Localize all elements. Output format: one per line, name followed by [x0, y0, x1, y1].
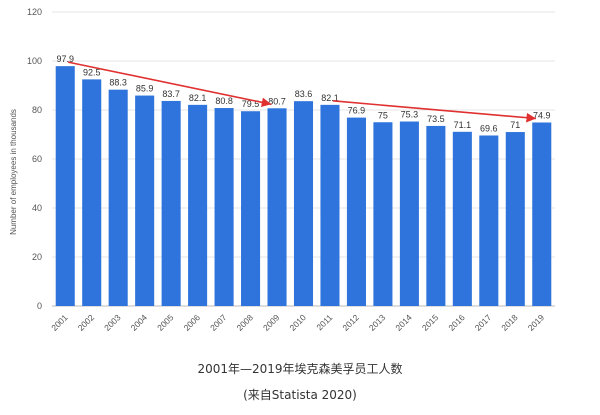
bar-2018	[505, 132, 525, 306]
y-axis-label: Number of employees in thousands	[9, 109, 18, 235]
bar-2017	[479, 135, 499, 306]
x-tick-label: 2016	[446, 312, 467, 333]
x-tick-label: 2009	[261, 312, 282, 333]
bar-value-label: 82.1	[189, 93, 207, 103]
x-tick-label: 2005	[155, 312, 176, 333]
bar-2012	[346, 117, 366, 306]
x-tick-label: 2008	[235, 312, 256, 333]
bar-value-labels: 97.9 92.5 88.3 85.9 83.7 82.1 80.8 79.5 80.7 83.6…	[56, 54, 550, 133]
bar-value-label: 71	[510, 120, 520, 130]
x-tick-label: 2003	[102, 312, 123, 333]
bar-value-label: 92.5	[83, 67, 101, 77]
bar-2011	[320, 104, 340, 306]
x-tick-label: 2017	[473, 312, 494, 333]
y-axis: 0 20 40 60 80 100 120	[27, 7, 42, 311]
bars	[55, 66, 552, 307]
bar-2015	[426, 125, 446, 306]
x-tick-label: 2006	[182, 312, 203, 333]
y-tick-label: 40	[32, 203, 42, 213]
bar-chart: 97.9 92.5 88.3 85.9 83.7 82.1 80.8 79.5 80.7 83.6…	[9, 7, 555, 333]
bar-value-label: 83.6	[295, 89, 313, 99]
bar-value-label: 71.1	[454, 120, 472, 130]
bar-2009	[267, 108, 287, 306]
bar-value-label: 97.9	[56, 54, 74, 64]
bar-value-label: 73.5	[427, 114, 445, 124]
trend-arrow-1	[67, 61, 272, 108]
y-tick-label: 0	[37, 301, 42, 311]
chart-caption-title: 2001年—2019年埃克森美孚员工人数	[197, 362, 403, 376]
bar-2014	[399, 121, 419, 306]
bar-value-label: 80.8	[215, 96, 233, 106]
x-tick-label: 2010	[287, 312, 308, 333]
x-tick-label: 2013	[367, 312, 388, 333]
trend-arrow-2	[332, 100, 537, 123]
y-tick-label: 20	[32, 252, 42, 262]
bar-value-label: 69.6	[480, 123, 498, 133]
y-tick-label: 80	[32, 105, 42, 115]
bar-2006	[188, 104, 208, 306]
x-tick-label: 2004	[129, 312, 150, 333]
bar-2016	[452, 131, 472, 306]
bar-2008	[241, 111, 261, 306]
bar-value-label: 79.5	[242, 99, 260, 109]
x-tick-label: 2011	[314, 312, 334, 332]
bar-value-label: 83.7	[162, 89, 180, 99]
bar-2013	[373, 122, 393, 306]
bar-value-label: 76.9	[348, 106, 366, 116]
bar-value-label: 82.1	[321, 93, 339, 103]
bar-2003	[108, 89, 128, 306]
bar-value-label: 85.9	[136, 84, 154, 94]
bar-2005	[161, 100, 181, 306]
bar-value-label: 75	[378, 110, 388, 120]
x-tick-label: 2015	[420, 312, 441, 333]
bar-2002	[82, 79, 102, 306]
bar-value-label: 88.3	[109, 78, 127, 88]
x-tick-label: 2014	[393, 312, 414, 333]
x-tick-label: 2019	[526, 312, 547, 333]
bar-2001	[55, 66, 75, 307]
bar-2007	[214, 108, 234, 306]
y-tick-label: 100	[27, 56, 42, 66]
bar-2004	[135, 95, 155, 306]
x-tick-label: 2012	[340, 312, 361, 333]
x-tick-label: 2018	[499, 312, 520, 333]
bar-value-label: 75.3	[401, 110, 419, 120]
x-tick-label: 2007	[208, 312, 229, 333]
bar-value-label: 74.9	[533, 110, 551, 120]
y-tick-label: 120	[27, 7, 42, 17]
bar-value-label: 80.7	[268, 96, 286, 106]
x-axis: 2001 2002 2003 2004 2005 2006 2007 2008 2009 2010…	[49, 312, 546, 333]
y-tick-label: 60	[32, 154, 42, 164]
bar-2010	[293, 101, 314, 307]
x-tick-label: 2002	[76, 312, 97, 333]
chart-caption-source: (来自Statista 2020)	[243, 388, 357, 402]
trend-arrows	[67, 61, 537, 123]
x-tick-label: 2001	[49, 312, 70, 333]
bar-2019	[532, 122, 552, 307]
